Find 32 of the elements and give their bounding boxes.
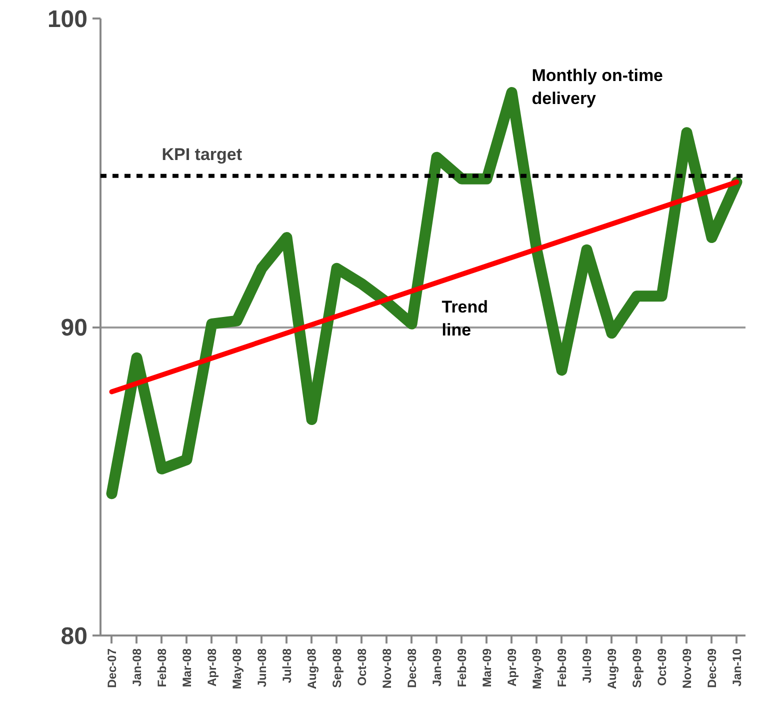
y-tick-label: 90: [60, 314, 88, 342]
x-tick-label: Oct-08: [354, 648, 369, 686]
x-tick-label: Dec-09: [704, 648, 719, 688]
x-tick-label: Apr-08: [204, 648, 219, 687]
x-tick-label: Feb-09: [454, 648, 469, 688]
annotation: Monthly on-time delivery: [532, 66, 664, 108]
y-tick-label: 100: [47, 6, 88, 33]
x-tick-label: Sep-09: [630, 648, 644, 688]
x-tick-label: Feb-09: [554, 648, 569, 688]
x-tick-label: Nov-09: [680, 648, 694, 689]
x-tick-label: Aug-08: [304, 648, 319, 690]
x-tick-label: Jan-10: [730, 648, 744, 687]
x-tick-label: Sep-08: [330, 648, 344, 688]
x-tick-label: Dec-08: [404, 648, 419, 688]
ref-line-label: KPI target: [162, 144, 242, 164]
x-tick-label: May-08: [230, 648, 244, 690]
x-tick-label: Mar-09: [480, 648, 494, 688]
x-tick-label: Jul-09: [580, 648, 594, 684]
x-tick-label: Jul-08: [280, 648, 294, 684]
x-tick-label: Feb-08: [154, 648, 169, 688]
annotation: Trend line: [442, 298, 488, 340]
x-tick-label: Jan-09: [430, 648, 444, 687]
x-tick-label: Dec-07: [104, 648, 119, 688]
x-tick-label: Aug-09: [604, 648, 619, 690]
x-tick-label: Jun-08: [254, 648, 269, 688]
x-tick-label: Apr-09: [504, 648, 519, 687]
x-tick-label: May-09: [530, 648, 544, 690]
x-tick-label: Nov-08: [380, 648, 394, 689]
y-tick-label: 80: [60, 623, 88, 650]
x-tick-label: Mar-08: [180, 648, 194, 688]
x-tick-label: Jan-08: [130, 648, 144, 687]
x-tick-label: Oct-09: [654, 648, 669, 686]
